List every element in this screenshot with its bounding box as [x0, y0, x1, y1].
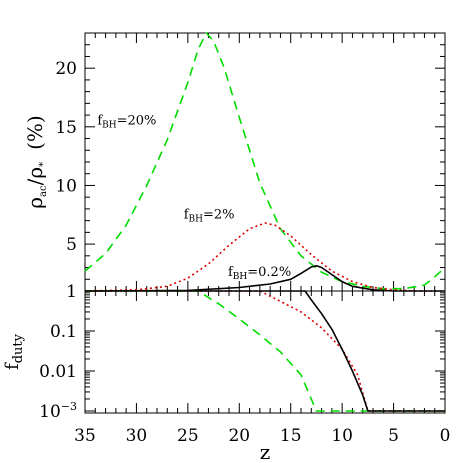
top-ytick-label: 20 — [55, 59, 77, 79]
bottom-series-line-0 — [85, 290, 445, 412]
annotation-fbh-1: fBH=2% — [184, 207, 235, 224]
bottom-plot-frame — [84, 290, 446, 414]
top-ylabel-mid: /ρ — [23, 167, 47, 186]
top-series-line-1 — [84, 222, 445, 292]
top-ytick-label: 15 — [55, 118, 77, 138]
top-ylabel-unit: (%) — [23, 115, 47, 150]
bottom-tick-labels: 0.1 0.01 10−3 35 30 25 20 15 10 5 0 — [39, 322, 450, 446]
bottom-ylabel: fduty — [2, 333, 26, 370]
xtick-label: 35 — [74, 426, 96, 446]
top-ylabel-sub-ac: ac — [38, 185, 49, 197]
top-series — [84, 32, 446, 292]
top-ylabel: ρac/ρ* (%) — [23, 115, 49, 208]
top-ticks — [84, 32, 446, 292]
top-ytick-label: 1 — [66, 282, 77, 302]
annotation-fbh-2: fBH=0.2% — [228, 265, 291, 282]
bottom-panel: 0.1 0.01 10−3 35 30 25 20 15 10 5 0 fduty z — [2, 290, 450, 463]
xtick-label: 10 — [331, 426, 353, 446]
top-series-line-0 — [84, 32, 446, 290]
top-annotations: fBH=20% fBH=2% fBH=0.2% — [97, 113, 291, 281]
top-ylabel-sub-star: * — [38, 162, 49, 167]
x-axis-title: z — [260, 440, 271, 463]
bottom-ytick-label: 0.1 — [50, 322, 77, 342]
bottom-series-line-1 — [85, 290, 445, 412]
xtick-label: 30 — [126, 426, 148, 446]
xtick-label: 15 — [280, 426, 302, 446]
top-ytick-label: 5 — [66, 235, 77, 255]
bottom-ylabel-sub-duty: duty — [11, 333, 26, 363]
bottom-ylabel-f: f — [2, 362, 23, 370]
bottom-ytick-label: 0.01 — [39, 362, 77, 382]
top-plot-frame — [84, 32, 446, 292]
xtick-label: 20 — [228, 426, 250, 446]
top-ytick-label: 10 — [55, 176, 77, 196]
bottom-series — [85, 290, 445, 412]
bottom-ytick-label-exp: 10−3 — [39, 400, 77, 422]
xtick-label: 25 — [177, 426, 199, 446]
annotation-fbh-0: fBH=20% — [97, 113, 156, 130]
bottom-ticks — [84, 291, 446, 413]
bottom-series-line-2 — [85, 290, 445, 412]
xtick-label: 0 — [440, 426, 451, 446]
top-ylabel-rho: ρ — [23, 197, 47, 209]
xtick-label: 5 — [388, 426, 399, 446]
